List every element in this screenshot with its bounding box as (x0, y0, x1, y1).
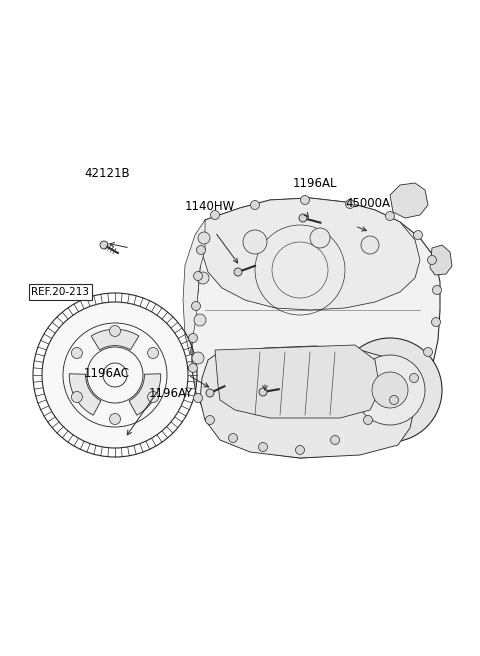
Circle shape (338, 338, 442, 442)
Circle shape (346, 199, 355, 209)
Text: 45000A: 45000A (346, 197, 391, 210)
Polygon shape (390, 183, 428, 218)
Circle shape (192, 352, 204, 364)
Circle shape (363, 415, 372, 424)
Polygon shape (200, 346, 415, 458)
Circle shape (259, 388, 267, 396)
Circle shape (193, 394, 203, 403)
Circle shape (205, 415, 215, 424)
Circle shape (211, 211, 219, 220)
Circle shape (189, 363, 197, 373)
Circle shape (72, 348, 83, 358)
Text: 1140HW: 1140HW (185, 200, 235, 213)
Circle shape (197, 272, 209, 284)
Circle shape (355, 355, 425, 425)
Polygon shape (69, 374, 101, 415)
Circle shape (234, 268, 242, 276)
Circle shape (259, 443, 267, 451)
Polygon shape (192, 198, 440, 458)
Circle shape (243, 230, 267, 254)
Circle shape (109, 413, 120, 424)
Polygon shape (129, 374, 161, 415)
Circle shape (310, 228, 330, 248)
Circle shape (148, 392, 158, 403)
Polygon shape (215, 345, 380, 418)
Circle shape (100, 241, 108, 249)
Circle shape (432, 318, 441, 327)
Circle shape (428, 255, 436, 264)
Circle shape (409, 373, 419, 382)
Text: 1196AL: 1196AL (293, 177, 337, 190)
Circle shape (148, 348, 158, 358)
Circle shape (42, 302, 188, 448)
Circle shape (331, 436, 339, 445)
Polygon shape (183, 220, 205, 355)
Polygon shape (91, 329, 139, 350)
Circle shape (385, 211, 395, 220)
Polygon shape (203, 198, 420, 310)
Circle shape (109, 325, 120, 337)
Circle shape (372, 372, 408, 408)
Polygon shape (430, 245, 452, 275)
Text: 1196AY: 1196AY (149, 387, 193, 400)
Circle shape (198, 232, 210, 244)
Text: REF.20-213: REF.20-213 (31, 287, 89, 297)
Circle shape (196, 245, 205, 255)
Circle shape (189, 333, 197, 342)
Circle shape (300, 195, 310, 205)
Circle shape (361, 236, 379, 254)
Circle shape (193, 272, 203, 281)
Text: 42121B: 42121B (84, 167, 130, 180)
Circle shape (192, 302, 201, 310)
Circle shape (413, 230, 422, 239)
Circle shape (194, 314, 206, 326)
Circle shape (296, 445, 304, 455)
Circle shape (389, 396, 398, 405)
Circle shape (228, 434, 238, 443)
Circle shape (251, 201, 260, 209)
Circle shape (206, 389, 214, 397)
Circle shape (423, 348, 432, 356)
Circle shape (432, 285, 442, 295)
Circle shape (72, 392, 83, 403)
Circle shape (299, 214, 307, 222)
Text: 1196AC: 1196AC (84, 367, 130, 380)
